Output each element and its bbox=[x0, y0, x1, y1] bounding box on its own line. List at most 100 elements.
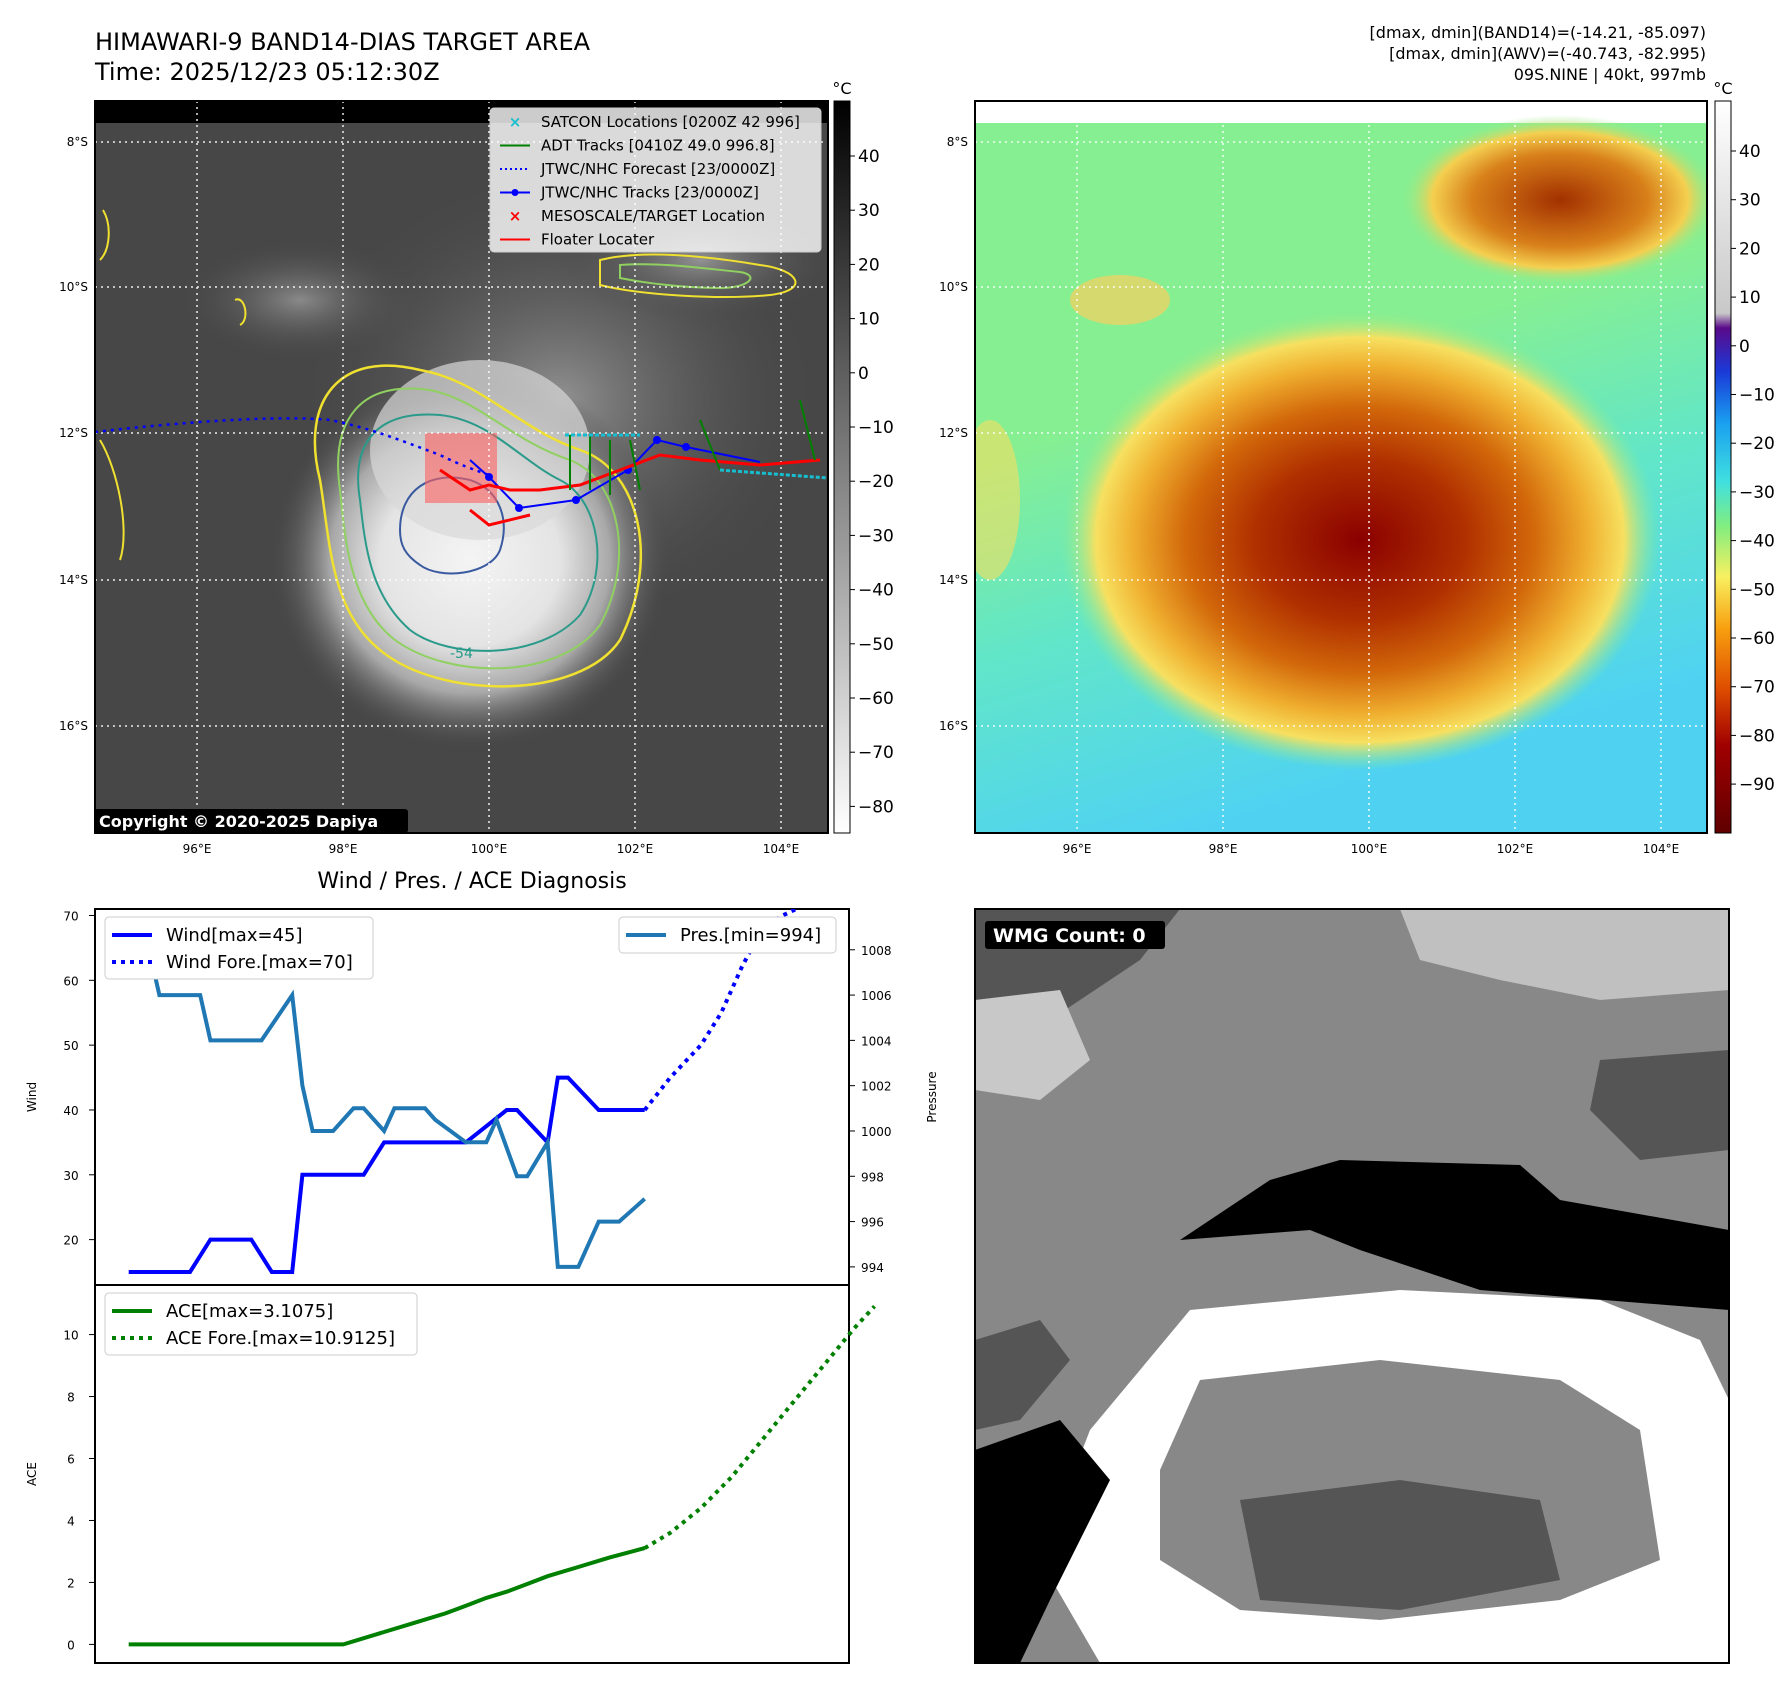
series-aceline bbox=[128, 1546, 646, 1647]
legend-marker-x: × bbox=[509, 207, 522, 225]
colorbar2-tick-label: −70 bbox=[1739, 678, 1775, 698]
map1-lat-label: 8°S bbox=[67, 135, 88, 149]
colorbar1-tick-label: −30 bbox=[858, 526, 894, 546]
legend-ace-forecast: ACE Fore.[max=10.9125] bbox=[166, 1328, 395, 1349]
wmg-panel: WMG Count: 0 bbox=[974, 908, 1730, 1664]
map2-lon-label: 96°E bbox=[1063, 842, 1092, 856]
wind-tick-label: 30 bbox=[63, 1169, 78, 1183]
pressure-tick-label: 1004 bbox=[861, 1034, 892, 1048]
colorbar1-tick-label: −50 bbox=[858, 635, 894, 655]
wmg-count-label: WMG Count: 0 bbox=[993, 925, 1146, 947]
wind-pressure-chart: Wind Pressure 20 30 40 50 60 70 994 996 998 1000 1… bbox=[25, 908, 939, 1286]
ace-tick-label: 4 bbox=[67, 1514, 75, 1528]
colorbar2-tick-label: 20 bbox=[1739, 239, 1761, 259]
wind-tick-label: 60 bbox=[63, 974, 78, 988]
pressure-tick-label: 1006 bbox=[861, 989, 892, 1003]
wind-tick-label: 70 bbox=[63, 909, 78, 923]
legend-marker-x: × bbox=[509, 113, 522, 131]
wind-tick-label: 50 bbox=[63, 1039, 78, 1053]
map1-lon-label: 102°E bbox=[617, 842, 654, 856]
info-line1: [dmax, dmin](BAND14)=(-14.21, -85.097) bbox=[1370, 23, 1706, 42]
contour-label: -54 bbox=[450, 646, 473, 662]
figure-title-line1: HIMAWARI-9 BAND14-DIAS TARGET AREA bbox=[95, 28, 591, 56]
colorbar2-tick-label: −80 bbox=[1739, 726, 1775, 746]
map1-lat-label: 10°S bbox=[59, 280, 88, 294]
colorbar1-tick-label: 40 bbox=[858, 147, 880, 167]
awv-colorbar: °C 40 30 20 10 0 −10 −20 −30 −40 −50 −60 −70 −80 −90 bbox=[1713, 79, 1775, 834]
series-pres-line bbox=[128, 947, 647, 1269]
legend-ace: ACE[max=3.1075] bbox=[166, 1301, 333, 1322]
info-line3: 09S.NINE | 40kt, 997mb bbox=[1514, 65, 1706, 84]
figure-title-line2: Time: 2025/12/23 05:12:30Z bbox=[94, 58, 440, 86]
colorbar1-tick-label: −60 bbox=[858, 689, 894, 709]
colorbar1-unit: °C bbox=[832, 79, 851, 98]
series-ace-fore-line bbox=[643, 1304, 876, 1550]
map-legend-entry: Floater Locater bbox=[541, 231, 655, 249]
ace-tick-label: 10 bbox=[63, 1329, 78, 1343]
colorbar1-tick-label: 20 bbox=[858, 255, 880, 275]
colorbar1-tick-label: −10 bbox=[858, 418, 894, 438]
map-legend-entry: JTWC/NHC Tracks [23/0000Z] bbox=[540, 184, 759, 202]
colorbar1-tick-label: 10 bbox=[858, 310, 880, 330]
colorbar1-tick-label: −80 bbox=[858, 797, 894, 817]
ace-tick-label: 0 bbox=[67, 1638, 75, 1652]
map2-lat-label: 14°S bbox=[939, 573, 968, 587]
colorbar1-tick-label: 30 bbox=[858, 201, 880, 221]
colorbar1-tick-label: 0 bbox=[858, 364, 869, 384]
map1-lon-label: 98°E bbox=[329, 842, 358, 856]
awv-map-panel bbox=[974, 100, 1708, 834]
colorbar2-tick-label: −90 bbox=[1739, 775, 1775, 795]
legend-pressure: Pres.[min=994] bbox=[680, 925, 821, 946]
map-legend-entry: MESOSCALE/TARGET Location bbox=[541, 207, 765, 225]
pressure-tick-label: 1000 bbox=[861, 1125, 892, 1139]
colorbar2-tick-label: −30 bbox=[1739, 483, 1775, 503]
map-legend-entry: ADT Tracks [0410Z 49.0 996.8] bbox=[541, 137, 775, 155]
colorbar2-tick-label: 30 bbox=[1739, 191, 1761, 211]
pressure-tick-label: 1002 bbox=[861, 1080, 892, 1094]
map2-lat-label: 16°S bbox=[939, 719, 968, 733]
pressure-tick-label: 1008 bbox=[861, 944, 892, 958]
colorbar2-tick-label: −10 bbox=[1739, 386, 1775, 406]
map1-lat-label: 14°S bbox=[59, 573, 88, 587]
ir-colorbar: °C 40 30 20 10 0 −10 −20 −30 −40 −50 −60 −70 −80 bbox=[832, 79, 894, 834]
pressure-tick-label: 996 bbox=[861, 1216, 884, 1230]
ace-tick-label: 8 bbox=[67, 1391, 75, 1405]
ir-map-panel: -54 Copyright © 2020-2025 Dapiya × SATCON… bbox=[94, 100, 829, 834]
ace-chart: ACE 0 2 4 6 8 10 ACE[max=3.1075] ACE Fore.[ma… bbox=[25, 1284, 876, 1664]
info-line2: [dmax, dmin](AWV)=(-40.743, -82.995) bbox=[1389, 44, 1706, 63]
colorbar2-tick-label: −40 bbox=[1739, 532, 1775, 552]
legend-marker-dot bbox=[511, 189, 519, 196]
series-windline bbox=[128, 1075, 645, 1274]
colorbar2-tick-label: −50 bbox=[1739, 580, 1775, 600]
ace-tick-label: 2 bbox=[67, 1576, 75, 1590]
copyright-label: Copyright © 2020-2025 Dapiya bbox=[99, 812, 378, 831]
wind-tick-label: 20 bbox=[63, 1234, 78, 1248]
colorbar1-tick-label: −20 bbox=[858, 472, 894, 492]
colorbar2-unit: °C bbox=[1713, 79, 1732, 98]
pressure-tick-label: 994 bbox=[861, 1261, 884, 1275]
map2-lat-label: 12°S bbox=[939, 426, 968, 440]
wind-axis-label: Wind bbox=[25, 1082, 39, 1112]
colorbar2-tick-label: 0 bbox=[1739, 337, 1750, 357]
map2-lat-label: 10°S bbox=[939, 280, 968, 294]
wind-tick-label: 40 bbox=[63, 1104, 78, 1118]
map2-lat-label: 8°S bbox=[947, 135, 968, 149]
map-legend: × SATCON Locations [0200Z 42 996] ADT Trac… bbox=[489, 107, 822, 253]
map-legend-entry: SATCON Locations [0200Z 42 996] bbox=[541, 113, 800, 131]
pressure-tick-label: 998 bbox=[861, 1170, 884, 1184]
diagnosis-title: Wind / Pres. / ACE Diagnosis bbox=[317, 869, 626, 894]
legend-wind-forecast: Wind Fore.[max=70] bbox=[166, 952, 353, 973]
ace-axis-label: ACE bbox=[25, 1462, 39, 1486]
pressure-legend: Pres.[min=994] bbox=[618, 916, 837, 954]
map2-lon-label: 100°E bbox=[1351, 842, 1388, 856]
ace-tick-label: 6 bbox=[67, 1453, 75, 1467]
map1-lon-label: 100°E bbox=[471, 842, 508, 856]
map2-lon-label: 98°E bbox=[1209, 842, 1238, 856]
map1-lat-label: 16°S bbox=[59, 719, 88, 733]
ace-legend: ACE[max=3.1075] ACE Fore.[max=10.9125] bbox=[104, 1292, 418, 1356]
colorbar2-tick-label: 10 bbox=[1739, 288, 1761, 308]
colorbar2-tick-label: −60 bbox=[1739, 629, 1775, 649]
map1-lat-label: 12°S bbox=[59, 426, 88, 440]
pressure-axis-label: Pressure bbox=[925, 1071, 939, 1122]
